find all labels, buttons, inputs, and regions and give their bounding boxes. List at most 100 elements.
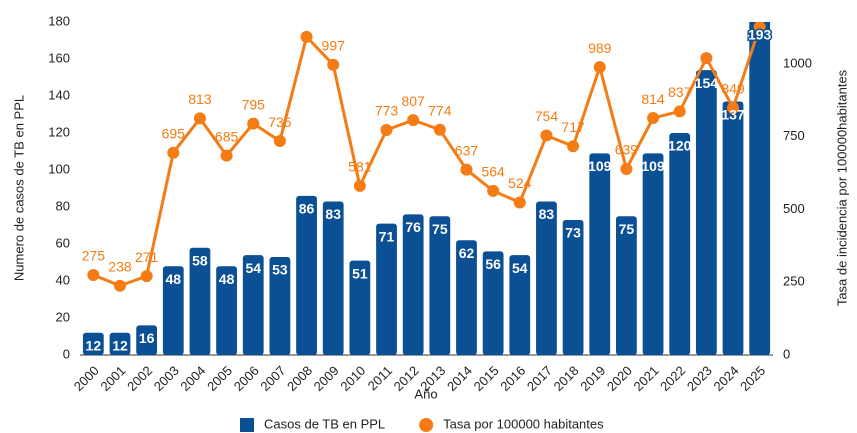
line-value-label: 837 xyxy=(668,84,692,100)
x-tick-label: 2014 xyxy=(444,363,475,394)
bar-value-label: 75 xyxy=(619,221,635,237)
bar xyxy=(82,332,104,355)
line-point xyxy=(247,117,260,130)
y2-tick-label: 500 xyxy=(783,201,805,216)
line-point xyxy=(140,270,153,283)
x-tick-label: 2009 xyxy=(311,363,342,394)
y2-tick-label: 0 xyxy=(783,346,790,361)
x-tick-label: 2006 xyxy=(231,363,262,394)
x-tick-label: 2002 xyxy=(124,363,155,394)
x-tick-label: 2023 xyxy=(684,363,715,394)
line-value-label: 997 xyxy=(322,37,346,53)
bar-value-label: 48 xyxy=(219,271,235,287)
bar xyxy=(349,260,371,355)
line-point xyxy=(567,140,580,153)
line-point xyxy=(460,163,473,176)
bar xyxy=(269,256,291,355)
line-point xyxy=(647,112,660,125)
line-value-label: 813 xyxy=(188,91,212,107)
bar-value-label: 83 xyxy=(539,206,555,222)
bar xyxy=(589,153,611,355)
line-value-label: 754 xyxy=(535,108,559,124)
line-point xyxy=(220,149,233,162)
line-point xyxy=(193,112,206,125)
line-value-label: 807 xyxy=(401,93,425,109)
bar-value-label: 53 xyxy=(272,262,288,278)
y-tick-label: 40 xyxy=(56,272,70,287)
x-axis-title: Año xyxy=(414,386,437,401)
bar xyxy=(749,22,771,355)
bar xyxy=(429,216,451,355)
line-point xyxy=(513,196,526,209)
line-value-label: 795 xyxy=(242,96,266,112)
bar-value-label: 83 xyxy=(325,206,341,222)
bar-value-label: 16 xyxy=(139,330,155,346)
x-tick-label: 2010 xyxy=(337,363,368,394)
line-point xyxy=(673,105,686,118)
line-point xyxy=(593,61,606,74)
bar xyxy=(536,201,557,355)
bar-value-label: 12 xyxy=(112,338,128,354)
bar-value-label: 154 xyxy=(695,75,719,91)
y-tick-label: 0 xyxy=(63,346,70,361)
bar xyxy=(402,214,424,355)
bar-value-label: 62 xyxy=(459,245,475,261)
bar xyxy=(722,101,744,355)
x-tick-label: 2011 xyxy=(365,363,395,393)
bar-value-label: 58 xyxy=(192,252,208,268)
y-axis-title: Numero de casos de TB en PPL xyxy=(11,95,26,281)
line-value-label: 275 xyxy=(82,248,106,264)
y2-axis-title: Tasa de incidencia por 100000habitantes xyxy=(834,69,849,306)
line-point xyxy=(487,184,500,197)
line-value-label: 685 xyxy=(215,128,239,144)
bar xyxy=(669,133,691,355)
bar xyxy=(242,255,264,355)
bar-value-label: 56 xyxy=(485,256,501,272)
bar xyxy=(695,70,717,355)
x-tick-label: 2015 xyxy=(471,363,502,394)
bar-value-label: 51 xyxy=(352,265,368,281)
y2-tick-label: 750 xyxy=(783,128,805,143)
line-value-label: 639 xyxy=(615,142,639,158)
legend-swatch xyxy=(240,418,254,432)
bar-value-label: 54 xyxy=(512,260,528,276)
line-point xyxy=(380,123,393,136)
bar-value-label: 73 xyxy=(565,225,581,241)
x-tick-label: 2025 xyxy=(737,363,768,394)
bar-value-label: 48 xyxy=(165,271,181,287)
x-tick-label: 2007 xyxy=(257,363,288,394)
line-point xyxy=(113,279,126,292)
line-point xyxy=(727,101,740,114)
line-value-label: 271 xyxy=(135,249,159,265)
line-value-label: 564 xyxy=(481,164,505,180)
line-value-label: 774 xyxy=(428,102,452,118)
x-tick-label: 2008 xyxy=(284,363,315,394)
line-value-label: 849 xyxy=(721,81,745,97)
x-tick-label: 2000 xyxy=(71,363,102,394)
bar xyxy=(322,201,344,355)
x-tick-label: 2001 xyxy=(97,363,128,394)
x-tick-label: 2017 xyxy=(524,363,555,394)
line-value-label: 581 xyxy=(348,159,372,175)
bar xyxy=(642,153,664,355)
bar-value-label: 109 xyxy=(641,158,665,174)
bar-value-label: 109 xyxy=(588,158,612,174)
bar-value-label: 137 xyxy=(721,106,745,122)
bar xyxy=(456,240,477,355)
bar xyxy=(189,247,211,355)
bar-value-label: 120 xyxy=(668,138,692,154)
line-value-label: 637 xyxy=(455,142,479,158)
line-value-label: 695 xyxy=(162,125,186,141)
bar-value-label: 75 xyxy=(432,221,448,237)
x-tick-label: 2018 xyxy=(551,363,582,394)
x-tick-label: 2004 xyxy=(177,363,208,394)
x-tick-label: 2020 xyxy=(604,363,635,394)
bar-value-label: 193 xyxy=(748,27,772,43)
line-value-label: 524 xyxy=(508,175,532,191)
y-tick-label: 20 xyxy=(56,309,70,324)
line-point xyxy=(540,129,553,142)
bar xyxy=(136,325,158,355)
y-tick-label: 140 xyxy=(48,87,70,102)
line-point xyxy=(300,30,313,43)
y-tick-label: 100 xyxy=(48,161,70,176)
